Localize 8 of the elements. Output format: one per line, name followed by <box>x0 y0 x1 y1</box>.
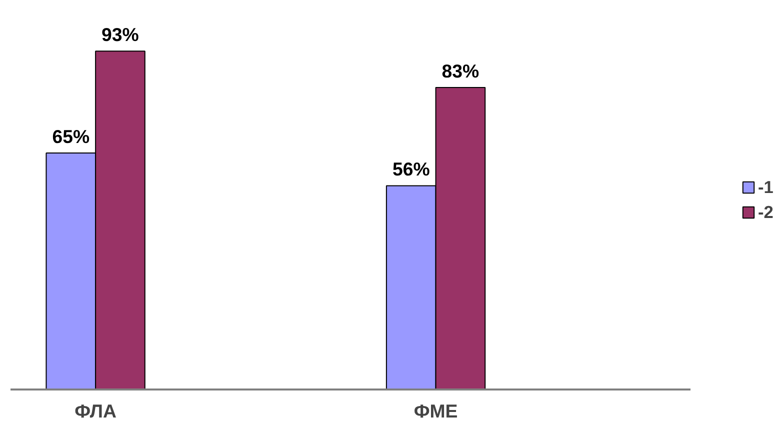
data-label: 65% <box>52 126 90 147</box>
legend-label: -2 <box>758 202 774 222</box>
data-label: 83% <box>442 60 480 82</box>
data-label: 56% <box>392 158 430 180</box>
legend-label: -1 <box>758 176 774 198</box>
x-tick-label: ФМЕ <box>414 400 458 422</box>
data-label: 93% <box>102 24 140 46</box>
x-tick-label: ФЛА <box>74 400 116 422</box>
